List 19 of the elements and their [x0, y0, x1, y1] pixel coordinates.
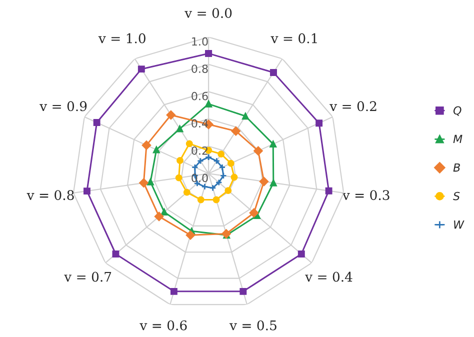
y-tick-label: 1.0 [192, 37, 208, 46]
spoke-label: v = 0.0 [184, 8, 232, 18]
spoke-label: v = 0.6 [140, 320, 187, 330]
spoke-label: v = 1.0 [98, 33, 146, 44]
spoke-label: v = 0.4 [305, 272, 352, 282]
spoke-label: v = 0.1 [270, 33, 317, 44]
spoke-label: v = 0.7 [64, 272, 112, 282]
y-tick-label: 0.6 [192, 92, 208, 100]
legend-label: S [453, 192, 460, 200]
spoke-label: v = 0.8 [26, 190, 74, 200]
legend-label: Q [453, 106, 462, 116]
y-tick-label: 0.8 [192, 64, 208, 73]
legend-label: W [454, 220, 464, 229]
spoke-label: v = 0.9 [40, 101, 87, 112]
spoke-label: v = 0.3 [342, 190, 390, 200]
spoke-label: v = 0.5 [229, 320, 276, 330]
spoke-label: v = 0.2 [330, 101, 376, 112]
legend-label: M [453, 134, 462, 144]
legend-label: B [453, 163, 460, 172]
